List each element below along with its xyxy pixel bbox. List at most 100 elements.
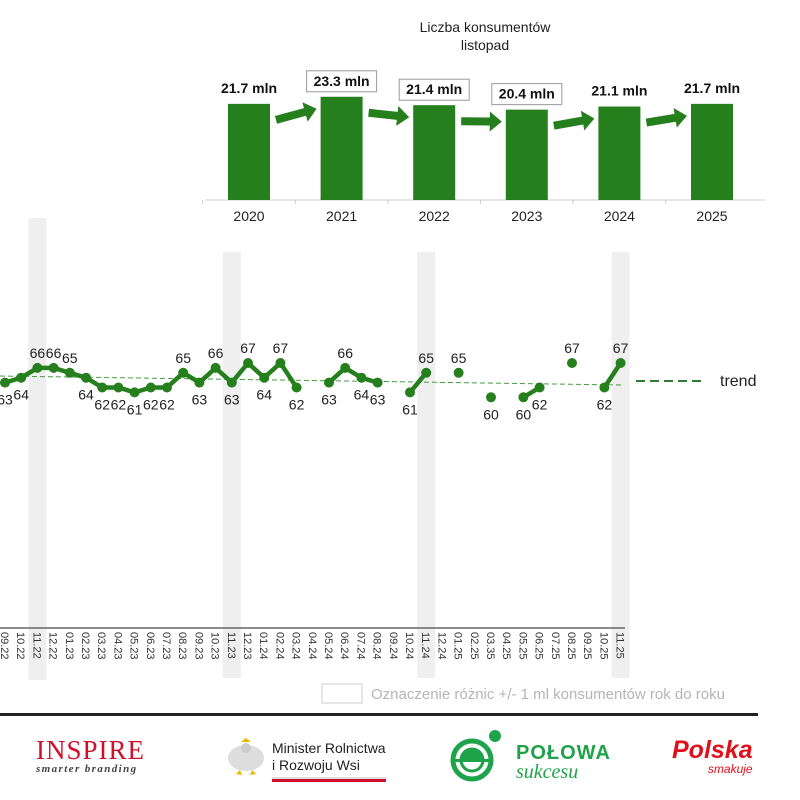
data-label: 62 [111, 397, 127, 413]
x-tick-label: 09.23 [192, 632, 204, 660]
bar-data-label: 23.3 mln [314, 73, 370, 89]
data-label: 67 [613, 340, 629, 356]
highlight-band-11.23 [222, 252, 241, 678]
data-point-01.23 [64, 367, 75, 378]
bar-data-label: 20.4 mln [499, 86, 555, 102]
x-tick-label: 10.22 [14, 632, 26, 660]
bar-data-label: 21.1 mln [591, 83, 647, 99]
data-point-12.22 [48, 362, 59, 373]
x-tick-label: 05.24 [322, 632, 334, 660]
data-label: 64 [256, 387, 272, 403]
highlight-band-11.22 [28, 218, 47, 680]
bar-2022 [413, 105, 456, 200]
data-point-10.22 [16, 372, 27, 383]
data-point-03.35 [486, 392, 496, 403]
data-point-08.25 [567, 358, 577, 368]
data-label: 65 [62, 350, 78, 366]
x-tick-label: 12.23 [241, 632, 253, 660]
data-point-09.22 [0, 377, 10, 388]
polowa-line1: POŁOWA [516, 742, 611, 764]
arrow-shape [461, 111, 502, 132]
x-tick-label: 01.23 [63, 632, 75, 660]
x-tick-label: 03.35 [484, 632, 496, 660]
data-point-11.23 [226, 377, 237, 388]
x-tick-label: 02.24 [273, 632, 285, 660]
data-point-06.25 [534, 382, 545, 393]
x-tick-label: 06.25 [533, 632, 545, 660]
data-point-03.23 [97, 382, 108, 393]
highlight-legend-box [321, 683, 363, 704]
ministry-line1: Minister Rolnictwa [272, 740, 386, 756]
x-tick-label: 05.25 [516, 632, 528, 660]
data-point-06.24 [340, 362, 351, 373]
x-tick-label: 08.25 [565, 632, 577, 660]
data-label: 62 [94, 397, 110, 413]
x-tick-label: 06.23 [144, 632, 156, 660]
data-label: 66 [208, 345, 224, 361]
x-tick-label: 06.24 [338, 632, 350, 660]
inspire-logo-tagline: smarter branding [36, 763, 138, 775]
arrow-shape [368, 105, 410, 126]
bar-category-label: 2025 [696, 208, 727, 224]
trend-legend-label: trend [720, 373, 756, 390]
x-tick-label: 02.25 [468, 632, 480, 660]
x-tick-label: 02.23 [79, 632, 91, 660]
x-tick-label: 09.24 [387, 632, 399, 660]
polowa-line2: sukcesu [516, 761, 579, 783]
bar-2020 [228, 103, 270, 200]
trend-arrow-icon [645, 107, 688, 128]
eagle-emblem-icon [228, 738, 264, 775]
data-label: 62 [597, 397, 613, 413]
data-point-02.24 [275, 358, 286, 368]
x-tick-label: 03.24 [290, 632, 302, 660]
x-tick-label: 10.23 [209, 632, 221, 660]
data-label: 67 [564, 340, 580, 356]
highlight-legend-label: Oznaczenie różnic +/- 1 ml konsumentów r… [371, 686, 725, 703]
x-tick-label: 11.25 [614, 632, 626, 659]
arrow-shape [645, 107, 688, 128]
polowa-logo: POŁOWA sukcesu [450, 728, 610, 789]
trend-arrow-icon [553, 110, 595, 131]
data-point-12.23 [243, 358, 253, 368]
bar-category-label: 2023 [511, 208, 542, 224]
data-point-11.22 [32, 362, 43, 373]
data-point-11.24 [421, 367, 432, 378]
bar-2025 [691, 103, 733, 200]
data-point-04.23 [113, 382, 124, 393]
bar-2021 [320, 96, 363, 200]
x-tick-label: 11.22 [30, 632, 42, 659]
x-tick-label: 07.23 [160, 632, 172, 660]
polska-smakuje-logo: Polska smakuje [672, 736, 753, 777]
trend-arrow-icon [368, 105, 410, 126]
data-label: 66 [337, 345, 353, 361]
data-point-06.23 [145, 382, 156, 393]
x-tick-label: 10.24 [403, 632, 415, 660]
data-label: 66 [46, 345, 62, 361]
polska-line1: Polska [672, 736, 753, 764]
data-label: 60 [516, 406, 532, 422]
data-point-02.23 [81, 372, 91, 383]
x-tick-label: 09.22 [0, 632, 10, 660]
data-label: 64 [13, 387, 29, 403]
inspire-logo: INSPIRE smarter branding [36, 735, 146, 776]
separator-line [0, 713, 758, 716]
inspire-logo-name: INSPIRE [36, 735, 146, 765]
x-tick-label: 12.24 [435, 632, 447, 660]
x-tick-label: 10.25 [597, 632, 609, 660]
bar-category-label: 2021 [326, 208, 357, 224]
data-point-10.23 [210, 362, 221, 373]
data-label: 63 [321, 392, 337, 408]
data-point-10.25 [599, 382, 610, 393]
x-tick-label: 01.25 [452, 632, 464, 660]
x-tick-label: 08.24 [371, 632, 383, 660]
data-point-11.25 [615, 358, 626, 368]
data-label: 63 [224, 392, 240, 408]
data-point-10.24 [405, 387, 415, 398]
data-label: 62 [159, 397, 175, 413]
data-label: 61 [402, 401, 418, 417]
bar-2024 [598, 106, 641, 200]
bar-data-label: 21.4 mln [406, 81, 462, 97]
bar-category-label: 2020 [233, 208, 264, 224]
data-point-07.24 [356, 372, 367, 383]
